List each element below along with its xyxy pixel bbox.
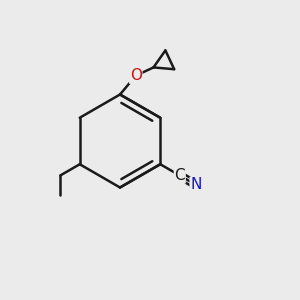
Text: O: O bbox=[130, 68, 142, 83]
Text: N: N bbox=[190, 177, 202, 192]
Text: C: C bbox=[174, 168, 185, 183]
